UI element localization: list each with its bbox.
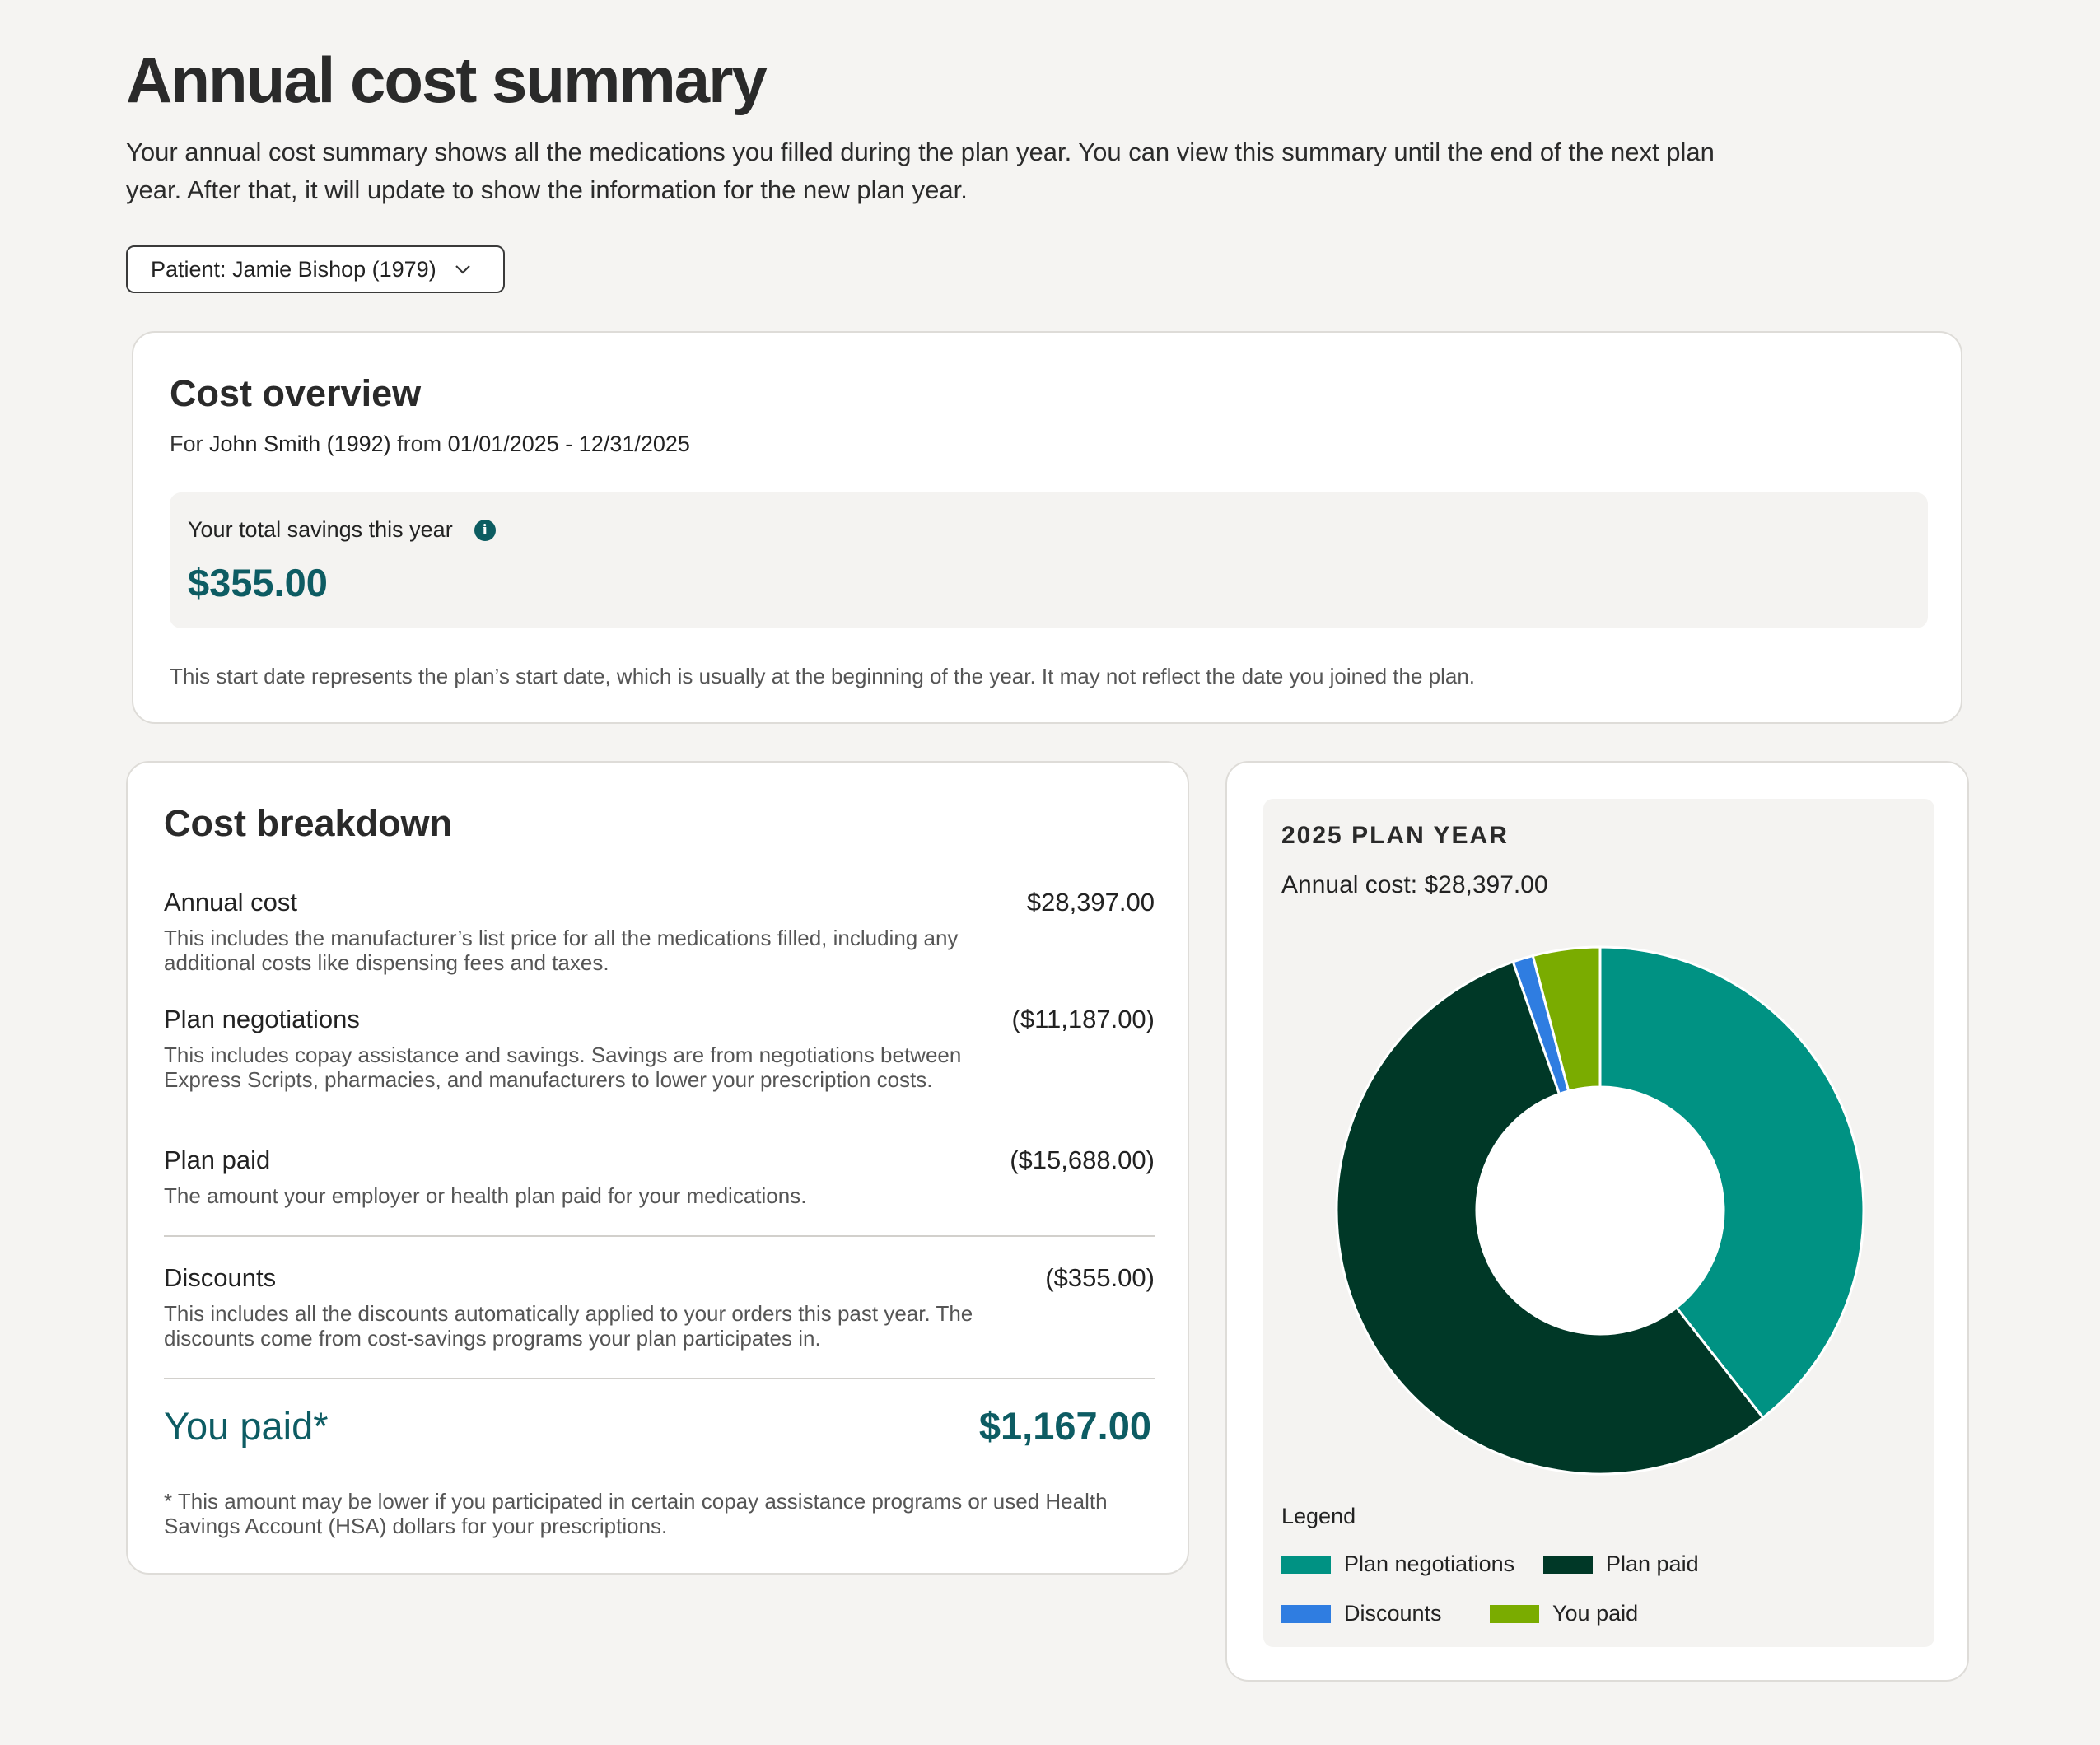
date-range: 01/01/2025 - 12/31/2025 xyxy=(447,432,690,456)
legend-item-plan-paid: Plan paid xyxy=(1543,1551,1699,1577)
row-description: This includes the manufacturer’s list pr… xyxy=(164,926,959,975)
row-title: Plan negotiations xyxy=(164,1005,360,1033)
legend-item-discounts: Discounts xyxy=(1281,1601,1442,1626)
donut-hole xyxy=(1477,1087,1724,1334)
chevron-down-icon xyxy=(453,259,473,279)
legend-label: Plan negotiations xyxy=(1344,1551,1515,1576)
plan-year-chart-card: 2025 PLAN YEAR Annual cost: $28,397.00 L… xyxy=(1225,761,1969,1682)
patient-select[interactable]: Patient: Jamie Bishop (1979) xyxy=(126,245,505,293)
annual-cost-value: $28,397.00 xyxy=(1424,871,1548,898)
breakdown-row-discounts: Discounts ($355.00) This includes all th… xyxy=(164,1263,1155,1351)
legend-swatch xyxy=(1281,1555,1331,1574)
legend-label: You paid xyxy=(1552,1601,1639,1626)
covered-person: John Smith (1992) xyxy=(209,432,391,456)
legend-swatch xyxy=(1490,1604,1539,1623)
total-savings-box: Your total savings this year i $355.00 xyxy=(170,492,1928,628)
legend-label: Discounts xyxy=(1344,1601,1442,1626)
for-prefix: For xyxy=(170,432,203,456)
cost-overview-card: Cost overview For John Smith (1992) from… xyxy=(132,331,1962,724)
total-savings-amount: $355.00 xyxy=(188,561,328,604)
donut-chart xyxy=(1335,945,1865,1476)
row-amount: $28,397.00 xyxy=(1026,888,1155,917)
you-paid-label: You paid* xyxy=(164,1404,329,1448)
legend-swatch xyxy=(1281,1604,1331,1623)
page-title: Annual cost summary xyxy=(126,44,768,116)
legend-item-you-paid: You paid xyxy=(1490,1601,1638,1626)
legend-swatch xyxy=(1543,1555,1593,1574)
you-paid-amount: $1,167.00 xyxy=(978,1404,1151,1448)
breakdown-row-annual-cost: Annual cost $28,397.00 This includes the… xyxy=(164,888,1155,975)
cost-overview-title: Cost overview xyxy=(170,372,422,414)
row-amount: ($15,688.00) xyxy=(1010,1145,1155,1174)
cost-breakdown-title: Cost breakdown xyxy=(164,802,453,844)
start-date-note: This start date represents the plan’s st… xyxy=(170,664,1476,688)
chart-panel: 2025 PLAN YEAR Annual cost: $28,397.00 L… xyxy=(1263,799,1934,1647)
divider xyxy=(164,1235,1155,1237)
info-icon[interactable]: i xyxy=(474,519,496,541)
legend-title: Legend xyxy=(1281,1504,1356,1528)
total-savings-label: Your total savings this year xyxy=(188,517,453,542)
annual-cost-line: Annual cost: $28,397.00 xyxy=(1281,871,1548,899)
cost-breakdown-card: Cost breakdown Annual cost $28,397.00 Th… xyxy=(126,761,1189,1575)
row-title: Discounts xyxy=(164,1263,277,1292)
annual-cost-label: Annual cost: xyxy=(1281,871,1418,898)
total-savings-label-row: Your total savings this year i xyxy=(188,517,496,543)
plan-year-heading: 2025 PLAN YEAR xyxy=(1281,822,1509,849)
row-amount: ($11,187.00) xyxy=(1011,1005,1155,1033)
row-title: Plan paid xyxy=(164,1145,271,1174)
breakdown-row-plan-negotiations: Plan negotiations ($11,187.00) This incl… xyxy=(164,1005,1155,1092)
row-amount: ($355.00) xyxy=(1045,1263,1155,1292)
breakdown-row-plan-paid: Plan paid ($15,688.00) The amount your e… xyxy=(164,1145,1155,1208)
legend-label: Plan paid xyxy=(1606,1551,1699,1576)
row-title: Annual cost xyxy=(164,888,297,917)
coverage-period: For John Smith (1992) from 01/01/2025 - … xyxy=(170,432,690,457)
row-description: This includes copay assistance and savin… xyxy=(164,1043,962,1092)
row-description: The amount your employer or health plan … xyxy=(164,1183,807,1208)
from-word: from xyxy=(397,432,442,456)
you-paid-footnote: * This amount may be lower if you partic… xyxy=(164,1489,1108,1538)
intro-text: Your annual cost summary shows all the m… xyxy=(126,138,1715,204)
divider xyxy=(164,1378,1155,1379)
legend-item-plan-negotiations: Plan negotiations xyxy=(1281,1551,1514,1577)
patient-select-label: Patient: Jamie Bishop (1979) xyxy=(151,256,436,282)
row-description: This includes all the discounts automati… xyxy=(164,1301,973,1351)
